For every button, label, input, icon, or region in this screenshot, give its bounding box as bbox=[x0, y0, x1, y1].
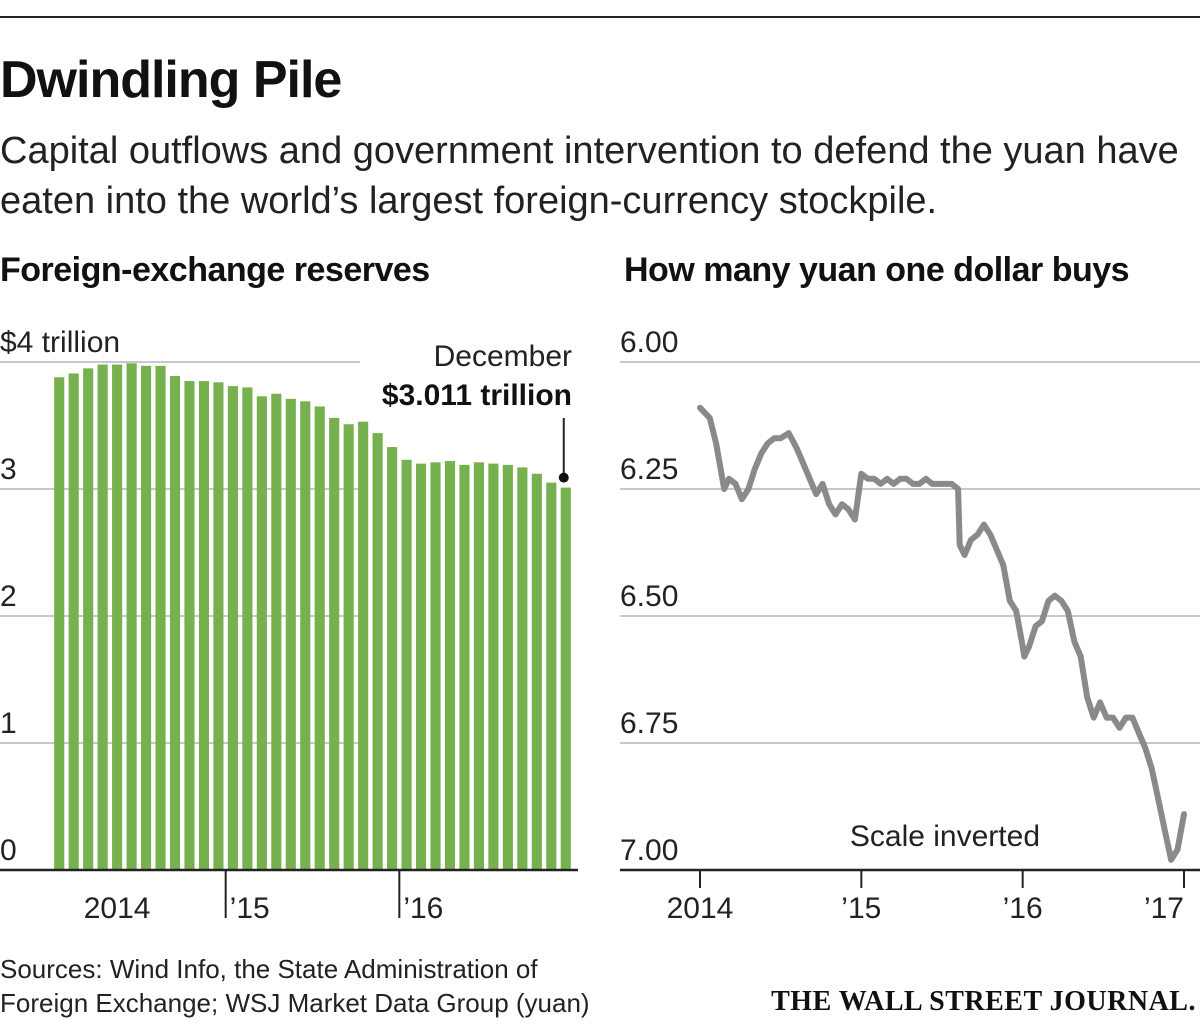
reserve-bar bbox=[169, 375, 181, 870]
scale-note: Scale inverted bbox=[850, 820, 1040, 853]
headline: Dwindling Pile bbox=[0, 51, 342, 109]
x-tick-label-reserves: ’15 bbox=[230, 892, 270, 925]
x-tick-label-yuan: ’17 bbox=[1144, 892, 1184, 925]
reserve-bar bbox=[430, 462, 441, 870]
reserve-bar bbox=[488, 463, 499, 870]
reserve-bar bbox=[372, 433, 383, 870]
sources-note: Sources: Wind Info, the State Administra… bbox=[0, 954, 590, 1018]
reserve-bar bbox=[97, 364, 108, 870]
reserve-bar bbox=[213, 382, 224, 870]
y-tick-label-yuan: 7.00 bbox=[620, 834, 678, 867]
reserve-bar bbox=[141, 365, 152, 870]
y-tick-label-yuan: 6.00 bbox=[620, 326, 678, 359]
reserve-bar bbox=[184, 381, 195, 870]
reserve-bar bbox=[415, 463, 427, 870]
reserve-bar bbox=[343, 424, 354, 870]
publisher-logo: THE WALL STREET JOURNAL. bbox=[771, 986, 1196, 1017]
yuan-chart-title: How many yuan one dollar buys bbox=[624, 251, 1130, 289]
reserve-bar bbox=[473, 462, 484, 870]
reserve-bar bbox=[560, 487, 571, 870]
yuan-line-chart: 6.00 6.25 6.50 6.75 7.00 2014 ’15 ’16 ’17 Scale i… bbox=[620, 326, 1200, 925]
reserve-bar bbox=[401, 459, 412, 870]
reserve-bar bbox=[517, 467, 528, 870]
reserve-bar bbox=[68, 373, 79, 870]
subheadline: Capital outflows and government interven… bbox=[0, 130, 1179, 222]
annotation-value: $3.011 trillion bbox=[382, 379, 572, 412]
x-tick-label-yuan: ’16 bbox=[1003, 892, 1043, 925]
reserve-bar bbox=[314, 406, 325, 870]
reserve-bar bbox=[256, 396, 267, 870]
reserve-bar bbox=[387, 447, 398, 870]
y-tick-label-yuan: 6.75 bbox=[620, 707, 678, 740]
x-tick-label-reserves: 2014 bbox=[84, 892, 151, 925]
reserve-bar bbox=[242, 387, 253, 870]
reserve-bar bbox=[285, 398, 296, 870]
y-tick-label-reserves: $4 trillion bbox=[0, 326, 120, 359]
reserves-bar-chart: $4 trillion 3 2 1 0 2014 ’15 ’16 December $3.011 … bbox=[0, 326, 578, 925]
y-tick-label-yuan: 6.25 bbox=[620, 453, 678, 486]
reserve-bar bbox=[54, 377, 65, 870]
reserve-bar bbox=[444, 461, 456, 870]
reserve-bar bbox=[531, 473, 542, 870]
reserve-bar bbox=[83, 368, 94, 870]
reserve-bar bbox=[329, 417, 340, 870]
y-tick-label-reserves: 1 bbox=[0, 707, 17, 740]
x-tick-label-yuan: 2014 bbox=[667, 892, 734, 925]
reserve-bar bbox=[112, 364, 123, 870]
reserve-bar bbox=[227, 386, 238, 870]
reserve-bar bbox=[502, 464, 513, 870]
reserve-bar bbox=[358, 421, 369, 870]
reserve-bar bbox=[126, 363, 137, 870]
reserve-bar bbox=[198, 381, 210, 870]
x-tick-label-reserves: ’16 bbox=[403, 892, 443, 925]
reserve-bar bbox=[459, 464, 470, 870]
y-tick-label-reserves: 2 bbox=[0, 580, 17, 613]
reserve-bar bbox=[155, 365, 166, 870]
y-tick-label-reserves: 0 bbox=[0, 834, 17, 867]
reserve-bar bbox=[271, 393, 282, 870]
reserve-bar bbox=[300, 401, 311, 870]
x-tick-label-yuan: ’15 bbox=[841, 892, 881, 925]
y-tick-label-reserves: 3 bbox=[0, 453, 17, 486]
annotation-month: December bbox=[434, 340, 572, 373]
reserve-bar bbox=[546, 482, 557, 870]
annotation-backdrop bbox=[355, 372, 577, 410]
yuan-series-line bbox=[697, 404, 1187, 863]
reserves-chart-title: Foreign-exchange reserves bbox=[0, 251, 430, 289]
annotation-dot bbox=[558, 472, 569, 483]
top-rule bbox=[0, 16, 1200, 18]
y-tick-label-yuan: 6.50 bbox=[620, 580, 678, 613]
